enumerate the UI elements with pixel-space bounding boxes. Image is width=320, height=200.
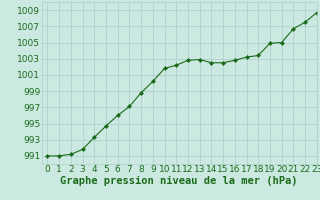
X-axis label: Graphe pression niveau de la mer (hPa): Graphe pression niveau de la mer (hPa) <box>60 176 298 186</box>
